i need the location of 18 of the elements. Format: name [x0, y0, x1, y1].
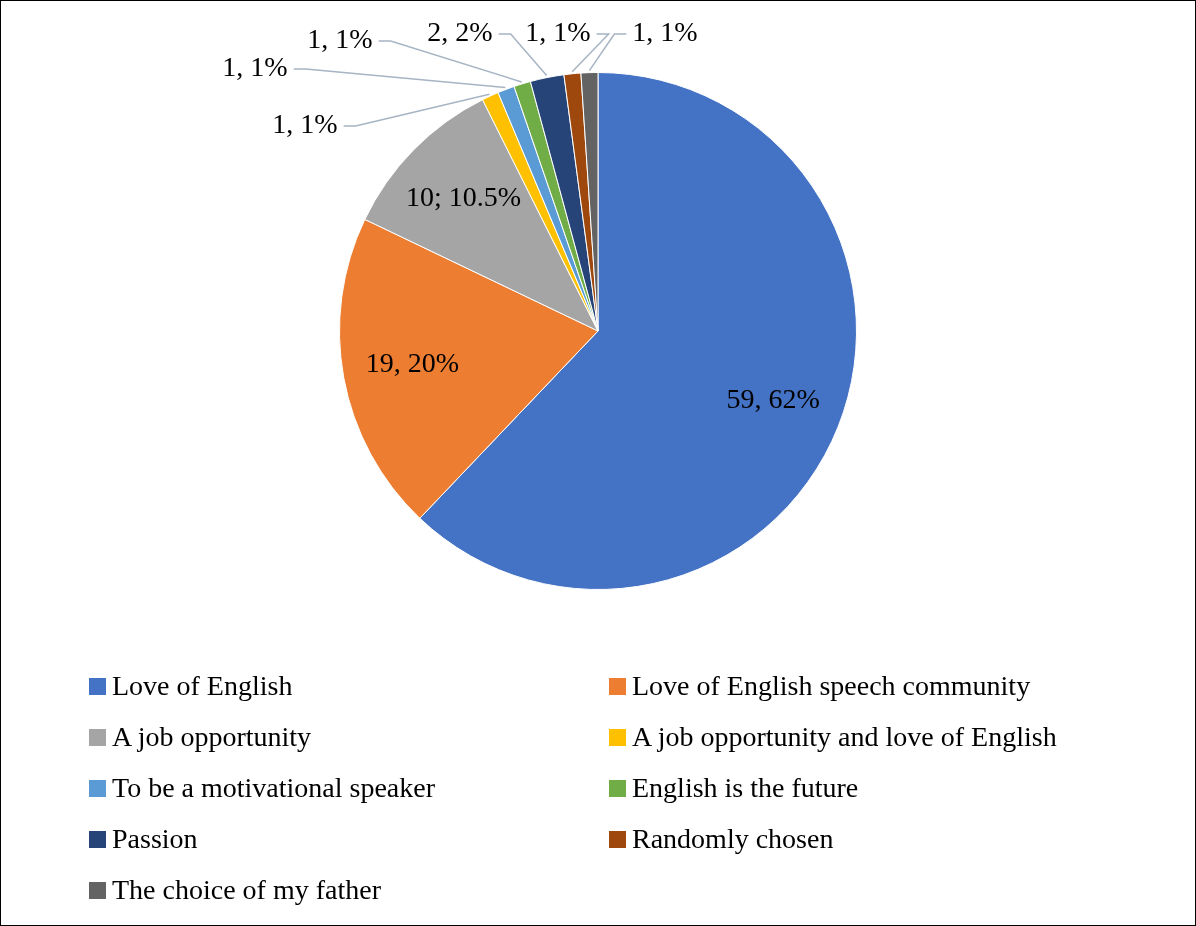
data-label: 59, 62% [726, 383, 820, 415]
data-label: 1, 1% [632, 16, 698, 48]
legend-label: A job opportunity [112, 721, 312, 753]
data-label: 1, 1% [307, 23, 373, 55]
data-label: 1, 1% [222, 51, 288, 83]
legend-label: English is the future [632, 772, 859, 804]
legend-label: Randomly chosen [632, 823, 834, 855]
data-label: 1, 1% [272, 108, 338, 140]
data-label: 10; 10.5% [405, 181, 522, 213]
legend-label: Love of English speech community [632, 670, 1031, 702]
legend-label: To be a motivational speaker [112, 772, 436, 804]
legend-label: Love of English [112, 670, 293, 702]
legend-label: A job opportunity and love of English [632, 721, 1057, 753]
legend-label: Passion [112, 823, 198, 855]
data-label: 1, 1% [525, 16, 591, 48]
legend-label: The choice of my father [112, 874, 381, 906]
data-label: 19, 20% [365, 347, 460, 379]
data-label: 2, 2% [427, 16, 493, 48]
